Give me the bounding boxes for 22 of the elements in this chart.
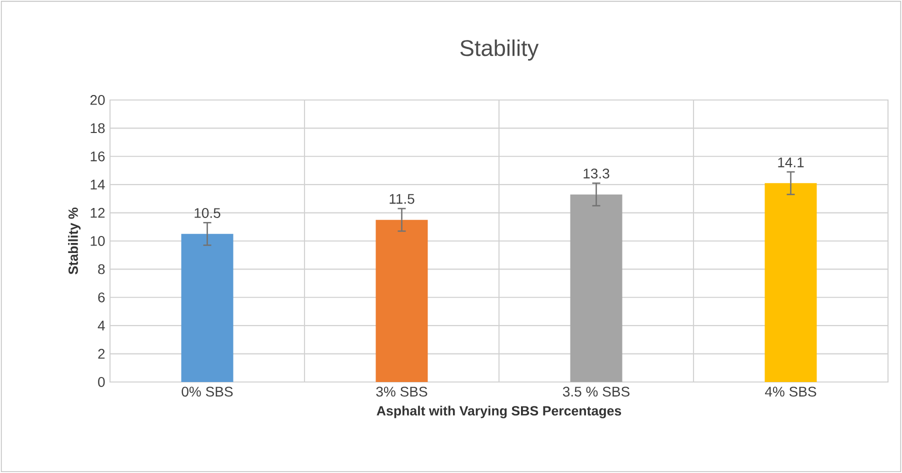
y-tick-label: 10: [90, 236, 105, 246]
x-axis-title: Asphalt with Varying SBS Percentages: [376, 406, 622, 418]
data-label: 11.5: [390, 194, 414, 204]
y-tick-label: 2: [98, 348, 105, 359]
data-label: 13.3: [584, 168, 610, 178]
y-tick-label: 18: [90, 123, 105, 134]
x-tick-label: 3.5 % SBS: [562, 386, 630, 397]
y-tick-label: 4: [98, 320, 105, 330]
y-tick-label: 12: [90, 208, 105, 218]
x-tick-label: 0% SBS: [182, 386, 233, 397]
data-label: 10.5: [194, 208, 220, 218]
y-tick-label: 14: [90, 180, 105, 190]
y-tick-label: 8: [98, 264, 105, 274]
data-label: 14.1: [778, 158, 804, 168]
y-tick-label: 6: [98, 292, 105, 302]
x-tick-label: 3% SBS: [376, 386, 428, 397]
y-axis-title: Stability %: [68, 208, 81, 274]
y-tick-label: 0: [98, 377, 105, 387]
chart-title: Stability: [460, 39, 539, 61]
y-tick-label: 20: [90, 95, 105, 105]
y-tick-label: 16: [90, 151, 105, 162]
x-tick-label: 4% SBS: [764, 386, 816, 397]
